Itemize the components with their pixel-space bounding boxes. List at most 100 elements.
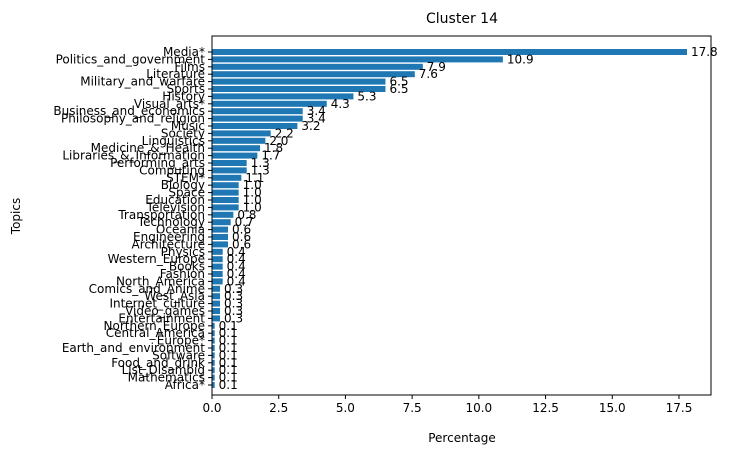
bar xyxy=(212,382,215,388)
value-label: 10.9 xyxy=(507,52,534,66)
y-tick-label: Literature xyxy=(146,67,205,81)
y-tick-label: Politics_and_government xyxy=(56,52,206,66)
y-tick-label: Central_America xyxy=(106,326,205,340)
y-tick-label: Physics xyxy=(161,245,205,259)
bar xyxy=(212,86,386,92)
bar xyxy=(212,315,221,322)
x-tick-label: 7.5 xyxy=(403,401,422,415)
y-tick-label: West_Asia xyxy=(144,289,205,303)
bar xyxy=(212,49,687,55)
y-tick-label: North_America xyxy=(116,274,205,288)
bar xyxy=(212,130,271,137)
y-tick-label: Comics_and_Anime xyxy=(89,282,205,296)
bar xyxy=(212,219,231,226)
plot-frame xyxy=(211,35,712,396)
x-tick-label: 5.0 xyxy=(336,401,355,415)
bar xyxy=(212,93,354,100)
value-label: 0.1 xyxy=(219,334,238,348)
x-tick-layer: 0.0 2.5 5.0 7.5 10.0 12.5 15.0 17.5 xyxy=(202,395,692,415)
value-label: 2.0 xyxy=(269,134,288,148)
y-tick-label: Space xyxy=(168,186,205,200)
bar xyxy=(212,241,229,248)
bar xyxy=(212,78,386,85)
value-label: 4.3 xyxy=(331,97,350,111)
value-label: 1.0 xyxy=(243,200,262,214)
bar xyxy=(212,300,221,307)
y-tick-label: Medicine_&_Health xyxy=(91,141,205,155)
bar xyxy=(212,160,247,166)
value-label: 0.3 xyxy=(224,304,243,318)
value-label: 0.3 xyxy=(224,282,243,296)
bar xyxy=(212,211,234,218)
value-label: 0.3 xyxy=(224,289,243,303)
bar xyxy=(212,322,215,329)
value-label: 0.1 xyxy=(219,319,238,333)
value-label: 0.7 xyxy=(235,215,254,229)
y-tick-label: Africa* xyxy=(165,378,205,392)
value-label: 3.4 xyxy=(307,104,326,118)
value-label: 3.4 xyxy=(307,112,326,126)
x-axis-label: Percentage xyxy=(428,431,496,445)
value-label: 0.6 xyxy=(232,237,251,251)
y-tick-label: Music xyxy=(171,119,205,133)
bar xyxy=(212,345,215,351)
y-tick-label: Sports xyxy=(167,82,205,96)
y-tick-label: Internet_culture xyxy=(109,297,205,311)
value-label: 1.3 xyxy=(251,163,270,177)
y-tick-label: Oceania xyxy=(156,223,205,237)
y-tick-label: Western_Europe xyxy=(108,252,205,266)
value-label: 0.4 xyxy=(227,274,246,288)
value-label: 0.4 xyxy=(227,245,246,259)
y-tick-label: Society xyxy=(161,126,205,140)
y-tick-label: Philosophy_and_religion xyxy=(61,112,205,126)
bar xyxy=(212,271,223,277)
value-label: 0.1 xyxy=(219,326,238,340)
bar xyxy=(212,293,221,300)
value-label: 1.0 xyxy=(243,193,262,207)
bar xyxy=(212,71,415,78)
bar xyxy=(212,308,221,314)
y-tick-label: Business_and_economics xyxy=(53,104,205,118)
bar xyxy=(212,234,229,240)
value-label: 1.0 xyxy=(243,186,262,200)
value-label: 0.3 xyxy=(224,297,243,311)
value-label: 0.1 xyxy=(219,371,238,385)
chart-title: Cluster 14 xyxy=(426,11,498,27)
y-tick-label: Computing xyxy=(139,163,205,177)
y-axis-label: Topics xyxy=(9,198,23,235)
y-tick-label: Military_and_warfare xyxy=(80,75,205,89)
bar xyxy=(212,152,258,159)
x-tick-label: 0.0 xyxy=(202,401,221,415)
x-tick-label: 17.5 xyxy=(666,401,693,415)
bar xyxy=(212,285,221,292)
bar xyxy=(212,278,223,285)
y-tick-label: Libraries_&_Information xyxy=(62,149,205,163)
value-label: 1.8 xyxy=(264,141,283,155)
value-label: 6.5 xyxy=(389,75,408,89)
bar xyxy=(212,100,327,107)
value-label: 17.8 xyxy=(691,45,718,59)
bar xyxy=(212,63,423,70)
y-tick-label: Architecture xyxy=(132,237,205,251)
y-tick-label: Television xyxy=(146,200,205,214)
y-tick-label: Fashion xyxy=(160,267,205,281)
bar xyxy=(212,115,303,122)
bar xyxy=(212,197,239,203)
y-tick-label: Food_and_drink xyxy=(111,356,205,370)
bar xyxy=(212,137,266,144)
y-tick-label: Books xyxy=(169,260,205,274)
x-tick-label: 15.0 xyxy=(599,401,626,415)
value-label: 0.1 xyxy=(219,356,238,370)
bar xyxy=(212,359,215,366)
value-label: 0.1 xyxy=(219,363,238,377)
value-label: 1.0 xyxy=(243,178,262,192)
x-tick-label: 12.5 xyxy=(532,401,559,415)
y-tick-label: Education xyxy=(145,193,205,207)
value-label: 5.3 xyxy=(357,89,376,103)
y-tick-label: History xyxy=(162,89,205,103)
bar xyxy=(212,56,503,63)
bar xyxy=(212,123,298,129)
bar xyxy=(212,263,223,270)
value-label: 0.1 xyxy=(219,341,238,355)
bar xyxy=(212,145,261,152)
